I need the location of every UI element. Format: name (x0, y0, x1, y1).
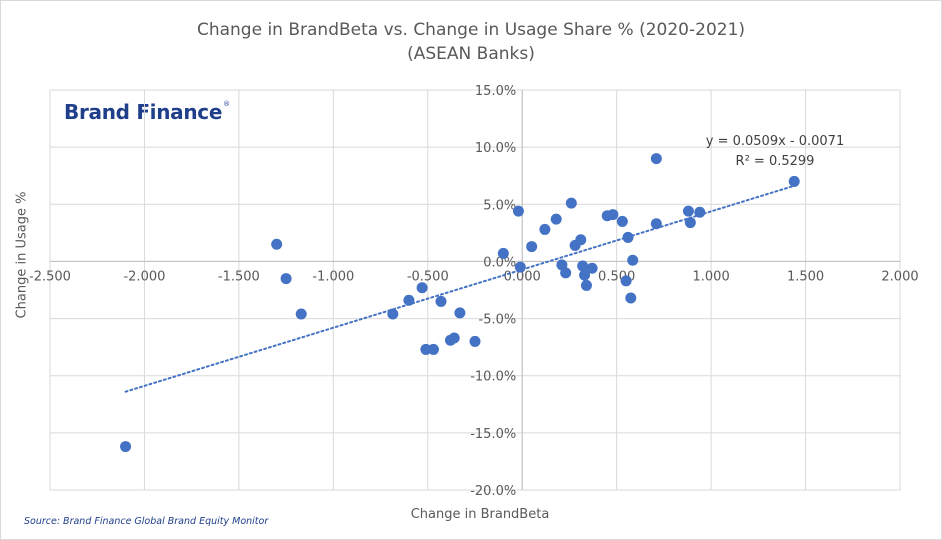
data-point (586, 262, 598, 274)
data-point (650, 153, 662, 165)
data-point (427, 343, 439, 355)
data-point (579, 269, 591, 281)
y-tick-label: 5.0% (483, 198, 516, 213)
x-tick-label: 1.000 (693, 269, 730, 284)
data-point (550, 213, 562, 225)
data-point (448, 332, 460, 344)
data-point (497, 247, 509, 259)
chart-title: Change in BrandBeta vs. Change in Usage … (196, 20, 746, 40)
y-axis-label: Change in Usage % (14, 191, 30, 319)
data-point (120, 441, 132, 453)
trendline-equation: y = 0.0509x - 0.0071 (706, 134, 844, 149)
data-point (403, 294, 415, 306)
data-point (560, 267, 572, 279)
data-point (650, 218, 662, 230)
data-point (607, 209, 619, 221)
x-tick-label: -2.000 (123, 269, 165, 284)
x-tick-label: 2.000 (881, 269, 918, 284)
data-point (625, 292, 637, 304)
x-tick-label: -1.500 (218, 269, 260, 284)
brand-finance-logo: Brand Finance® (64, 100, 230, 124)
data-point (420, 343, 432, 355)
logo-registered-mark: ® (223, 100, 230, 108)
data-point (271, 238, 283, 250)
y-tick-label: -5.0% (479, 313, 517, 328)
y-tick-label: 15.0% (475, 84, 516, 99)
x-tick-label: -1.000 (312, 269, 354, 284)
data-point (454, 307, 466, 319)
data-point (616, 215, 628, 227)
data-point (575, 234, 587, 246)
y-tick-label: -20.0% (470, 484, 516, 499)
data-point (627, 254, 639, 266)
logo-text: Brand Finance (64, 100, 223, 124)
data-point (788, 175, 800, 187)
x-tick-label: -0.500 (407, 269, 449, 284)
y-tick-label: -15.0% (470, 427, 516, 442)
y-tick-label: 0.0% (483, 255, 516, 270)
data-point (565, 197, 577, 209)
data-point (526, 241, 538, 253)
data-point (539, 223, 551, 235)
y-tick-label: 10.0% (475, 141, 516, 156)
x-tick-label: 1.500 (787, 269, 824, 284)
data-point (435, 295, 447, 307)
trendline-r-squared: R² = 0.5299 (736, 154, 815, 169)
data-point (620, 275, 632, 287)
data-point (387, 308, 399, 320)
data-point (280, 273, 292, 285)
chart-subtitle: (ASEAN Banks) (407, 44, 535, 64)
y-tick-label: -10.0% (470, 370, 516, 385)
data-point (577, 260, 589, 272)
data-point (295, 308, 307, 320)
data-point (514, 261, 526, 273)
x-tick-label: -2.500 (29, 269, 71, 284)
data-point (416, 282, 428, 294)
data-point (580, 279, 592, 291)
data-point (694, 206, 706, 218)
x-axis-label: Change in BrandBeta (410, 507, 550, 522)
data-point (622, 231, 634, 243)
data-point (469, 335, 481, 347)
trendline (124, 184, 796, 393)
data-point (512, 205, 524, 217)
source-note: Source: Brand Finance Global Brand Equit… (24, 516, 269, 527)
data-point (682, 205, 694, 217)
data-point (684, 217, 696, 229)
